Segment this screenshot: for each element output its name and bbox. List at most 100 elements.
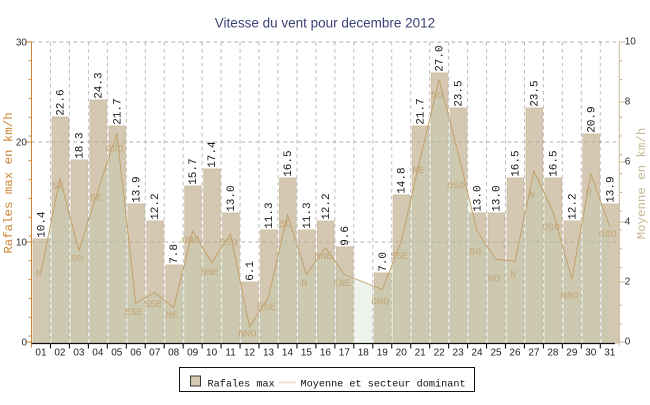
svg-text:15: 15 bbox=[301, 348, 313, 359]
svg-text:10: 10 bbox=[16, 238, 28, 249]
svg-text:Vitesse du vent pour decembre: Vitesse du vent pour decembre 2012 bbox=[215, 16, 435, 31]
svg-text:11.3: 11.3 bbox=[302, 202, 314, 228]
svg-text:SO: SO bbox=[279, 220, 291, 231]
svg-text:01: 01 bbox=[35, 348, 47, 359]
svg-text:Moyenne en km/h: Moyenne en km/h bbox=[635, 128, 649, 240]
svg-text:ENE: ENE bbox=[333, 279, 351, 290]
svg-text:NE: NE bbox=[166, 311, 178, 322]
svg-text:ESE: ESE bbox=[257, 303, 275, 314]
svg-text:OSO: OSO bbox=[447, 181, 465, 192]
svg-text:18.3: 18.3 bbox=[74, 132, 86, 158]
svg-text:22.6: 22.6 bbox=[55, 89, 67, 115]
svg-text:NNO: NNO bbox=[561, 291, 579, 302]
svg-text:8: 8 bbox=[625, 97, 631, 108]
svg-text:SSE: SSE bbox=[144, 300, 162, 311]
svg-text:SSE: SSE bbox=[390, 252, 408, 263]
svg-text:O: O bbox=[586, 188, 592, 199]
svg-text:14: 14 bbox=[282, 348, 294, 359]
svg-text:20: 20 bbox=[396, 348, 408, 359]
svg-text:27: 27 bbox=[528, 348, 540, 359]
svg-text:0: 0 bbox=[21, 338, 27, 349]
svg-text:6.1: 6.1 bbox=[245, 261, 257, 281]
svg-text:7.0: 7.0 bbox=[378, 252, 390, 272]
svg-text:23: 23 bbox=[453, 348, 465, 359]
svg-text:9.6: 9.6 bbox=[340, 226, 352, 246]
svg-text:30: 30 bbox=[585, 348, 597, 359]
svg-text:7.8: 7.8 bbox=[169, 244, 181, 264]
svg-text:29: 29 bbox=[566, 348, 578, 359]
svg-text:N: N bbox=[510, 270, 516, 281]
svg-text:17: 17 bbox=[339, 348, 351, 359]
svg-text:NNE: NNE bbox=[201, 268, 219, 279]
svg-text:20.9: 20.9 bbox=[586, 106, 598, 132]
svg-text:N: N bbox=[529, 190, 535, 201]
svg-text:24: 24 bbox=[471, 348, 483, 359]
svg-text:11: 11 bbox=[225, 348, 236, 359]
svg-text:24.3: 24.3 bbox=[93, 72, 105, 98]
svg-text:N: N bbox=[301, 279, 307, 290]
svg-text:SE: SE bbox=[90, 193, 102, 204]
svg-text:NNE: NNE bbox=[314, 252, 332, 263]
svg-text:13.0: 13.0 bbox=[226, 185, 238, 211]
svg-text:07: 07 bbox=[149, 348, 161, 359]
svg-text:6: 6 bbox=[625, 157, 631, 168]
svg-text:2: 2 bbox=[625, 277, 631, 288]
svg-text:04: 04 bbox=[92, 348, 104, 359]
svg-text:4: 4 bbox=[625, 217, 631, 228]
svg-text:OSO: OSO bbox=[542, 223, 560, 234]
svg-text:13: 13 bbox=[263, 348, 275, 359]
svg-text:27.0: 27.0 bbox=[435, 45, 447, 71]
svg-text:15.7: 15.7 bbox=[188, 158, 200, 184]
svg-text:OSO: OSO bbox=[106, 144, 124, 155]
svg-text:SO: SO bbox=[469, 247, 481, 258]
svg-text:SE: SE bbox=[52, 181, 64, 192]
svg-text:10.4: 10.4 bbox=[37, 211, 49, 238]
svg-text:20: 20 bbox=[16, 138, 28, 149]
svg-text:09: 09 bbox=[187, 348, 199, 359]
svg-text:23.5: 23.5 bbox=[529, 80, 541, 106]
svg-text:ONO: ONO bbox=[371, 297, 389, 308]
svg-text:NO: NO bbox=[488, 274, 500, 285]
svg-text:Rafales max en km/h: Rafales max en km/h bbox=[2, 112, 16, 253]
svg-text:12.2: 12.2 bbox=[567, 193, 579, 219]
svg-text:21: 21 bbox=[415, 348, 427, 359]
svg-text:12.2: 12.2 bbox=[321, 193, 333, 219]
svg-text:18: 18 bbox=[358, 348, 370, 359]
svg-text:OSO: OSO bbox=[599, 230, 617, 241]
svg-text:OSO: OSO bbox=[220, 238, 238, 249]
svg-text:16.5: 16.5 bbox=[548, 150, 560, 176]
svg-text:16.5: 16.5 bbox=[283, 150, 295, 176]
svg-text:17.4: 17.4 bbox=[207, 141, 219, 168]
svg-text:10: 10 bbox=[625, 37, 637, 48]
svg-text:ONO: ONO bbox=[182, 236, 200, 247]
svg-text:SO: SO bbox=[71, 254, 83, 265]
svg-text:30: 30 bbox=[16, 38, 28, 49]
svg-text:N: N bbox=[36, 269, 42, 280]
svg-text:25: 25 bbox=[490, 348, 502, 359]
svg-text:08: 08 bbox=[168, 348, 180, 359]
svg-text:Moyenne et secteur dominant: Moyenne et secteur dominant bbox=[301, 379, 466, 391]
svg-text:SO: SO bbox=[431, 91, 443, 102]
svg-text:31: 31 bbox=[604, 348, 616, 359]
svg-text:22: 22 bbox=[434, 348, 446, 359]
svg-text:06: 06 bbox=[130, 348, 142, 359]
svg-text:13.0: 13.0 bbox=[473, 185, 485, 211]
svg-text:14.8: 14.8 bbox=[397, 167, 409, 193]
svg-text:21.7: 21.7 bbox=[416, 98, 428, 124]
svg-text:Rafales max: Rafales max bbox=[208, 379, 275, 391]
svg-text:NE: NE bbox=[412, 166, 424, 177]
svg-text:23.5: 23.5 bbox=[454, 80, 466, 106]
svg-text:NNO: NNO bbox=[238, 329, 256, 340]
svg-text:12: 12 bbox=[244, 348, 256, 359]
svg-text:02: 02 bbox=[54, 348, 66, 359]
svg-text:16.5: 16.5 bbox=[511, 150, 523, 176]
svg-text:21.7: 21.7 bbox=[112, 98, 124, 124]
svg-text:16: 16 bbox=[320, 348, 332, 359]
svg-text:0: 0 bbox=[625, 337, 631, 348]
svg-text:03: 03 bbox=[73, 348, 85, 359]
svg-text:13.9: 13.9 bbox=[131, 176, 143, 202]
svg-text:ESE: ESE bbox=[125, 308, 143, 319]
svg-text:26: 26 bbox=[509, 348, 521, 359]
svg-text:28: 28 bbox=[547, 348, 559, 359]
svg-text:10: 10 bbox=[206, 348, 218, 359]
